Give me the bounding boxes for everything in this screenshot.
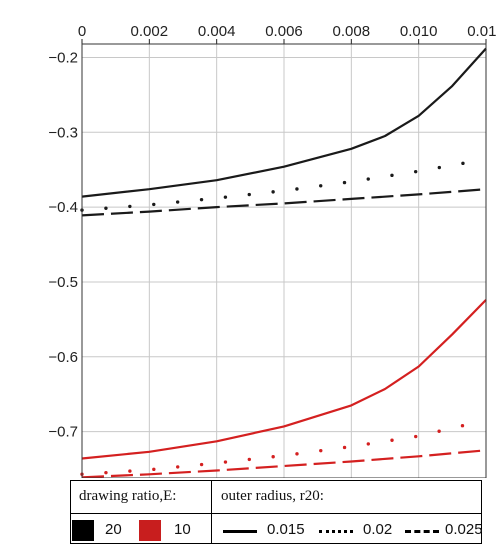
y-tick-label: −0.4 [48, 199, 78, 216]
x-tick-label: 0.012 [467, 23, 497, 40]
series-dot [271, 190, 275, 194]
series-dot [342, 180, 347, 185]
series-dot [460, 424, 465, 428]
legend-swatch-black [72, 520, 94, 541]
legend-line-dashed [405, 530, 439, 533]
series-dot [319, 184, 323, 188]
legend-ratio-label: 10 [174, 521, 191, 538]
y-tick-labels: −0.2 −0.3 −0.4 −0.5 −0.6 −0.7 [48, 49, 78, 440]
x-tick-label: 0.008 [333, 23, 371, 40]
y-tick-label: −0.2 [48, 49, 78, 66]
series-dot [342, 445, 347, 450]
series-dot [295, 187, 299, 191]
legend-header-row [71, 481, 481, 514]
x-tick-label: 0.004 [198, 23, 236, 40]
series-dot [128, 204, 132, 209]
series-dot [414, 434, 418, 439]
series-group [80, 47, 487, 478]
x-tick-label: 0.006 [265, 23, 303, 40]
legend-line-dotted [319, 530, 353, 533]
series-dot [437, 165, 442, 170]
series-dot [104, 206, 108, 210]
series-dot [152, 467, 156, 472]
series-dot [390, 173, 394, 178]
series-line [81, 449, 487, 478]
series-dot [199, 462, 204, 467]
legend-ratio-title: drawing ratio,E: [79, 488, 177, 504]
series-dot [247, 457, 252, 462]
series-dot [176, 465, 180, 469]
series-dot [413, 169, 418, 174]
series-dot [390, 438, 394, 442]
plot-frame [81, 43, 487, 478]
legend-swatch-red [139, 520, 161, 541]
legend: drawing ratio,E: outer radius, r20: 20 1… [70, 480, 483, 544]
series-dot [247, 192, 251, 197]
series-dot [152, 202, 156, 207]
series-dot [295, 452, 299, 456]
series-line [81, 299, 487, 460]
series-dot [199, 197, 204, 202]
x-tick-label: 0.002 [131, 23, 169, 40]
legend-radius-label: 0.025 [445, 521, 483, 538]
chart: 0 0.002 0.004 0.006 0.008 0.010 0.012 −0.2 −0.3… [48, 23, 497, 478]
series-dot [223, 460, 228, 464]
x-tick-label: 0.010 [400, 23, 438, 40]
series-dot [437, 429, 441, 433]
legend-radius-title: outer radius, r20: [221, 488, 324, 504]
legend-ratio-label: 20 [105, 521, 122, 538]
series-dot [104, 470, 108, 475]
series-dot [271, 455, 275, 459]
x-tick-labels: 0 0.002 0.004 0.006 0.008 0.010 0.012 [78, 23, 497, 40]
series-dot [319, 448, 323, 453]
series-line [81, 47, 487, 198]
legend-divider [211, 481, 212, 543]
series-dot [175, 200, 180, 204]
x-tick-label: 0 [78, 23, 86, 40]
series-dot [366, 177, 370, 181]
series-dot [461, 161, 465, 166]
y-tick-label: −0.6 [48, 349, 78, 366]
series-dot [223, 195, 228, 199]
series-line [81, 188, 487, 217]
legend-radius-label: 0.015 [267, 521, 305, 538]
series-dot [128, 469, 132, 473]
series-dot [366, 442, 370, 446]
legend-radius-label: 0.02 [363, 521, 393, 538]
y-tick-label: −0.7 [48, 424, 78, 441]
grid [81, 39, 487, 478]
y-tick-label: −0.3 [48, 124, 78, 141]
legend-line-solid [223, 530, 257, 533]
y-tick-label: −0.5 [48, 274, 78, 291]
